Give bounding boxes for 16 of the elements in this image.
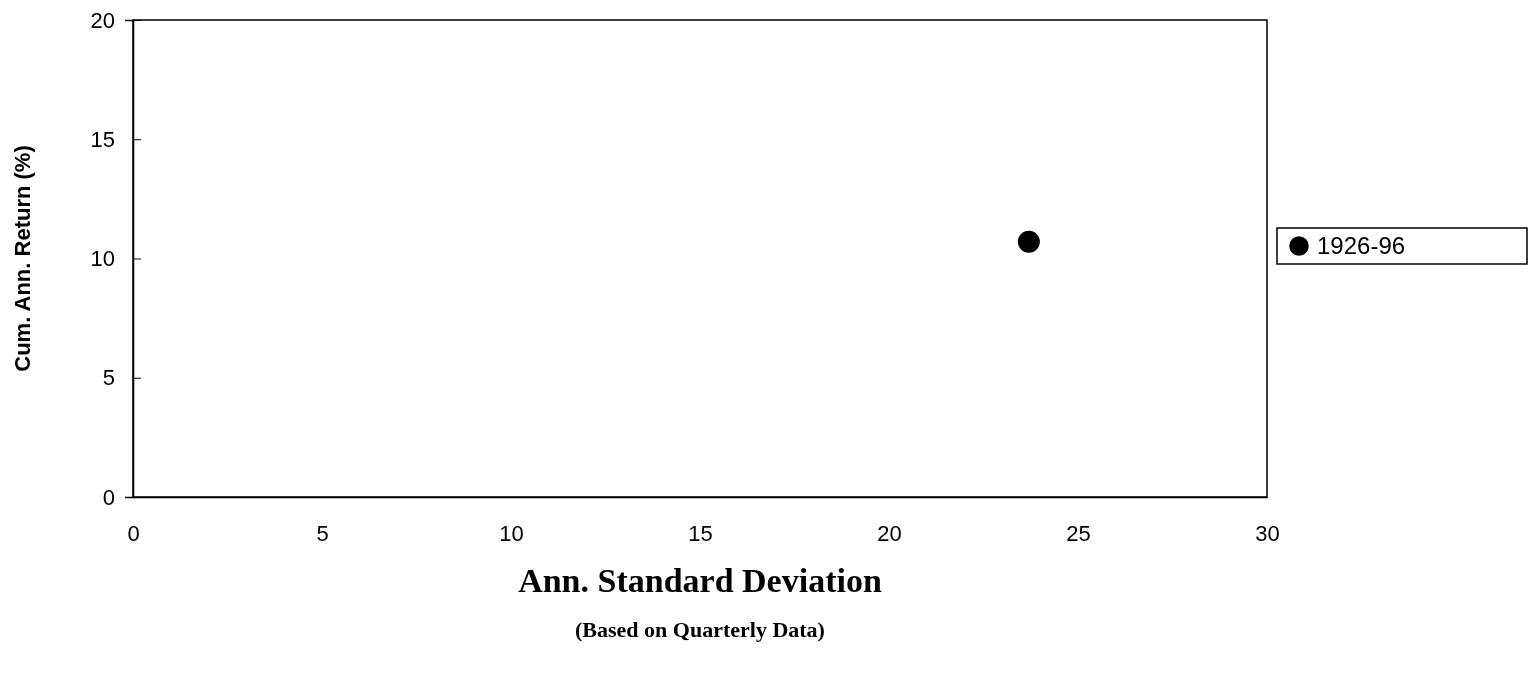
y-tick-label: 15 [90, 126, 115, 152]
x-tick-label: 20 [877, 520, 902, 546]
text: (Based on Quarterly Data) [575, 617, 825, 642]
y-tick-label: 5 [102, 365, 115, 391]
x-tick-label: 15 [688, 520, 713, 546]
legend-label: 1926-96 [1317, 232, 1406, 259]
x-tick-label: 25 [1066, 520, 1091, 546]
y-axis-title: Cum. Ann. Return (%) [10, 145, 35, 372]
x-tick-label: 5 [316, 520, 329, 546]
y-tick-label: 20 [90, 7, 115, 33]
y-tick-label: 0 [102, 484, 115, 510]
x-tick-label: 10 [499, 520, 524, 546]
y-tick-label: 10 [90, 246, 115, 272]
x-tick-label: 30 [1255, 520, 1280, 546]
x-axis-title: Ann. Standard Deviation [518, 562, 882, 599]
x-tick-label: 0 [127, 520, 140, 546]
